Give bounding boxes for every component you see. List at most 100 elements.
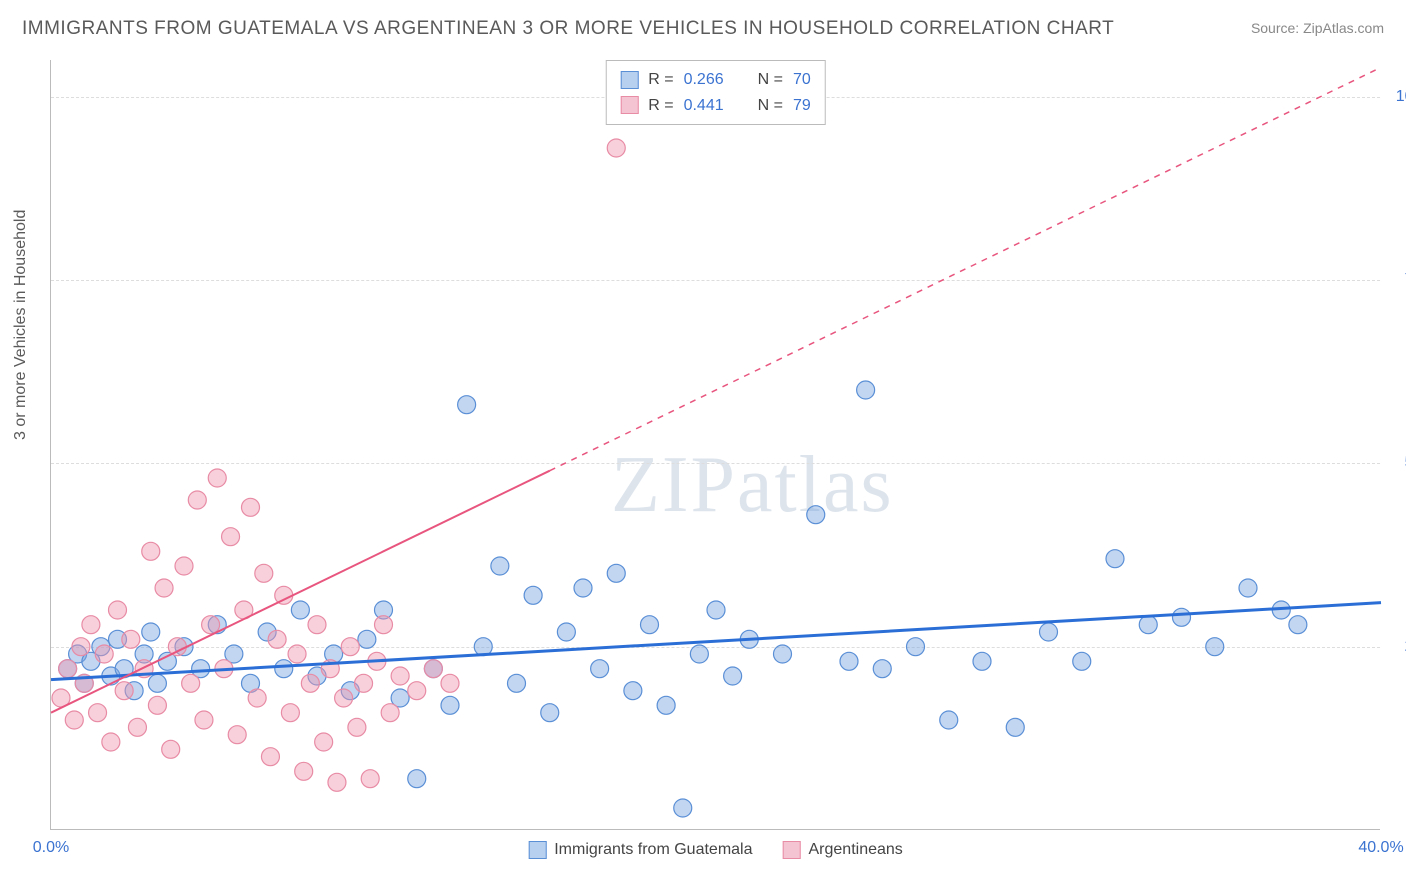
scatter-point bbox=[624, 682, 642, 700]
scatter-point bbox=[288, 645, 306, 663]
scatter-point bbox=[175, 557, 193, 575]
scatter-point bbox=[591, 660, 609, 678]
scatter-point bbox=[857, 381, 875, 399]
scatter-point bbox=[248, 689, 266, 707]
scatter-point bbox=[441, 674, 459, 692]
trend-line-extrapolated bbox=[550, 67, 1381, 470]
stat-n-label: N = bbox=[758, 67, 783, 93]
scatter-point bbox=[674, 799, 692, 817]
legend-label: Immigrants from Guatemala bbox=[554, 841, 752, 859]
scatter-point bbox=[707, 601, 725, 619]
scatter-point bbox=[391, 667, 409, 685]
scatter-point bbox=[1073, 652, 1091, 670]
scatter-point bbox=[408, 770, 426, 788]
y-axis-title: 3 or more Vehicles in Household bbox=[12, 210, 30, 440]
scatter-point bbox=[142, 542, 160, 560]
scatter-point bbox=[690, 645, 708, 663]
stat-n-label: N = bbox=[758, 93, 783, 119]
x-tick-label: 0.0% bbox=[33, 839, 69, 857]
scatter-point bbox=[182, 674, 200, 692]
scatter-point bbox=[275, 660, 293, 678]
scatter-point bbox=[724, 667, 742, 685]
scatter-point bbox=[301, 674, 319, 692]
y-tick-label: 100.0% bbox=[1390, 88, 1406, 106]
scatter-point bbox=[973, 652, 991, 670]
scatter-point bbox=[255, 564, 273, 582]
scatter-point bbox=[361, 770, 379, 788]
scatter-point bbox=[458, 396, 476, 414]
series-swatch bbox=[620, 71, 638, 89]
scatter-point bbox=[508, 674, 526, 692]
scatter-point bbox=[524, 586, 542, 604]
scatter-point bbox=[335, 689, 353, 707]
scatter-point bbox=[774, 645, 792, 663]
scatter-point bbox=[424, 660, 442, 678]
scatter-point bbox=[607, 139, 625, 157]
scatter-point bbox=[315, 733, 333, 751]
scatter-point bbox=[574, 579, 592, 597]
scatter-point bbox=[907, 638, 925, 656]
correlation-stats-box: R = 0.266N = 70R = 0.441N = 79 bbox=[605, 60, 826, 125]
stat-r-value: 0.266 bbox=[684, 67, 724, 93]
stats-row: R = 0.266 N = 70 bbox=[620, 67, 811, 93]
scatter-point bbox=[195, 711, 213, 729]
scatter-point bbox=[557, 623, 575, 641]
scatter-point bbox=[348, 718, 366, 736]
scatter-point bbox=[940, 711, 958, 729]
scatter-point bbox=[59, 660, 77, 678]
scatter-point bbox=[281, 704, 299, 722]
stat-n-value: 70 bbox=[793, 67, 811, 93]
legend-label: Argentineans bbox=[808, 841, 902, 859]
scatter-point bbox=[541, 704, 559, 722]
scatter-point bbox=[82, 616, 100, 634]
stats-row: R = 0.441N = 79 bbox=[620, 93, 811, 119]
stat-r-label: R = bbox=[648, 67, 673, 93]
legend: Immigrants from Guatemala Argentineans bbox=[528, 841, 903, 859]
scatter-point bbox=[95, 645, 113, 663]
legend-item: Argentineans bbox=[782, 841, 902, 859]
scatter-point bbox=[1040, 623, 1058, 641]
scatter-point bbox=[1206, 638, 1224, 656]
scatter-point bbox=[607, 564, 625, 582]
stat-r-value: 0.441 bbox=[684, 93, 724, 119]
scatter-point bbox=[441, 696, 459, 714]
scatter-point bbox=[109, 601, 127, 619]
scatter-point bbox=[308, 616, 326, 634]
trend-line bbox=[51, 471, 550, 713]
y-tick-label: 25.0% bbox=[1390, 638, 1406, 656]
series-swatch bbox=[620, 96, 638, 114]
scatter-point bbox=[155, 579, 173, 597]
scatter-point bbox=[807, 506, 825, 524]
scatter-point bbox=[89, 704, 107, 722]
scatter-point bbox=[381, 704, 399, 722]
legend-swatch bbox=[528, 841, 546, 859]
scatter-point bbox=[375, 616, 393, 634]
scatter-point bbox=[115, 682, 133, 700]
scatter-svg bbox=[51, 60, 1380, 829]
scatter-point bbox=[275, 586, 293, 604]
scatter-point bbox=[1106, 550, 1124, 568]
scatter-point bbox=[295, 762, 313, 780]
scatter-point bbox=[358, 630, 376, 648]
scatter-point bbox=[268, 630, 286, 648]
scatter-point bbox=[65, 711, 83, 729]
scatter-point bbox=[408, 682, 426, 700]
scatter-point bbox=[261, 748, 279, 766]
scatter-point bbox=[1239, 579, 1257, 597]
legend-item: Immigrants from Guatemala bbox=[528, 841, 752, 859]
chart-title: IMMIGRANTS FROM GUATEMALA VS ARGENTINEAN… bbox=[22, 18, 1114, 40]
legend-swatch bbox=[782, 841, 800, 859]
scatter-point bbox=[72, 638, 90, 656]
scatter-point bbox=[168, 638, 186, 656]
scatter-point bbox=[491, 557, 509, 575]
scatter-point bbox=[222, 528, 240, 546]
scatter-point bbox=[657, 696, 675, 714]
scatter-point bbox=[341, 638, 359, 656]
scatter-point bbox=[228, 726, 246, 744]
scatter-point bbox=[1289, 616, 1307, 634]
scatter-point bbox=[202, 616, 220, 634]
scatter-point bbox=[840, 652, 858, 670]
scatter-point bbox=[208, 469, 226, 487]
scatter-point bbox=[355, 674, 373, 692]
scatter-point bbox=[128, 718, 146, 736]
